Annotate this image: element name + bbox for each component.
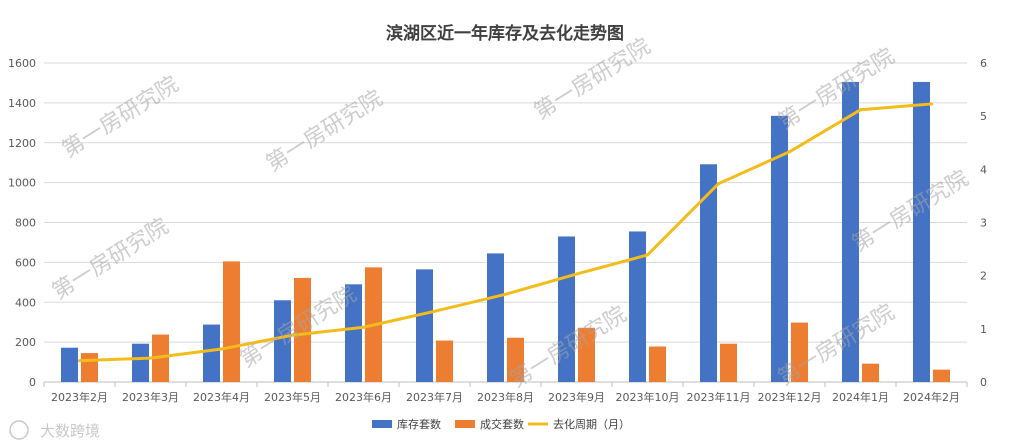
bar [629,231,646,382]
y-right-tick-label: 3 [980,217,987,230]
series-cycle-line [78,102,933,363]
line-point [717,182,720,186]
line-point [433,309,436,313]
legend-label: 库存套数 [397,417,441,431]
y-left-tick-label: 0 [29,376,36,389]
bar [294,277,311,382]
y-right-tick-label: 2 [980,270,987,283]
x-tick-label: 2023年11月 [687,390,751,404]
watermark-text: 第一房研究院 [774,44,899,135]
x-tick-label: 2023年9月 [548,390,605,404]
watermark-text: 第一房研究院 [530,34,655,125]
bar [842,81,859,383]
bar [487,253,504,382]
y-left-tick-label: 1600 [8,57,36,70]
legend-swatch [455,420,475,428]
legend-label: 成交套数 [480,417,524,431]
x-tick-label: 2024年2月 [903,390,960,404]
watermark-text: 第一房研究院 [48,214,173,305]
line-point [788,150,791,154]
bar [345,284,362,382]
bar [578,327,595,382]
watermark-text: 第一房研究院 [262,86,387,177]
watermark-text: 第一房研究院 [58,72,183,163]
line-point [504,292,507,296]
bar [203,324,220,382]
line-point [859,108,862,112]
gridlines [44,62,967,383]
x-tick-label: 2023年6月 [335,390,392,404]
line-point [930,102,933,106]
y-left-tick-label: 400 [15,296,36,309]
legend-label: 去化周期（月） [553,417,630,431]
x-tick-label: 2023年10月 [616,390,680,404]
series-inventory-bars [61,81,930,383]
y-axis-left: 0 200 400 600 800 1000 1200 1400 1600 [8,57,36,389]
line-point [78,359,81,363]
bar [791,322,808,382]
legend: 库存套数 成交套数 去化周期（月） [372,417,630,431]
y-left-tick-label: 200 [15,336,36,349]
y-left-tick-label: 1400 [8,97,36,110]
y-right-tick-label: 0 [980,376,987,389]
legend-swatch [372,420,392,428]
bar [81,353,98,382]
logo-icon [9,420,29,440]
line-point [575,272,578,276]
bar [700,164,717,382]
logo-text: 大数跨境 [40,422,100,440]
y-left-tick-label: 1200 [8,137,36,150]
line-point [362,325,365,329]
x-tick-label: 2023年5月 [264,390,321,404]
bar [416,269,433,382]
bar [913,81,930,383]
x-tick-label: 2023年4月 [193,390,250,404]
line-point [220,347,223,351]
y-left-tick-label: 600 [15,256,36,269]
line-point [291,333,294,337]
x-tick-label: 2023年3月 [122,390,179,404]
logo: 大数跨境 [9,420,100,440]
x-tick-label: 2024年1月 [832,390,889,404]
y-right-tick-label: 6 [980,57,987,70]
watermark-text: 第一房研究院 [848,166,973,257]
y-right-tick-label: 1 [980,323,987,336]
y-left-tick-label: 1000 [8,177,36,190]
bar [558,236,575,382]
line-point [646,253,649,257]
bar [771,115,788,382]
y-right-tick-label: 4 [980,163,987,176]
bar [507,337,524,382]
bar [132,343,149,382]
bar [862,363,879,382]
x-tick-label: 2023年12月 [758,390,822,404]
bar [720,343,737,382]
x-axis: 2023年2月 2023年3月 2023年4月 2023年5月 2023年6月 2023年… [43,382,968,404]
bar [933,369,950,382]
bar [61,347,78,382]
bar [274,300,291,382]
bar [436,340,453,382]
line-point [149,356,152,360]
series-sales-bars [81,261,950,382]
y-left-tick-label: 800 [15,217,36,230]
x-tick-label: 2023年8月 [477,390,534,404]
x-tick-label: 2023年2月 [51,390,108,404]
x-tick-label: 2023年7月 [406,390,463,404]
y-axis-right: 0 1 2 3 4 5 6 [980,57,987,389]
bar [649,346,666,382]
chart-title: 滨湖区近一年库存及去化走势图 [386,23,624,44]
bar [223,261,240,382]
y-right-tick-label: 5 [980,110,987,123]
